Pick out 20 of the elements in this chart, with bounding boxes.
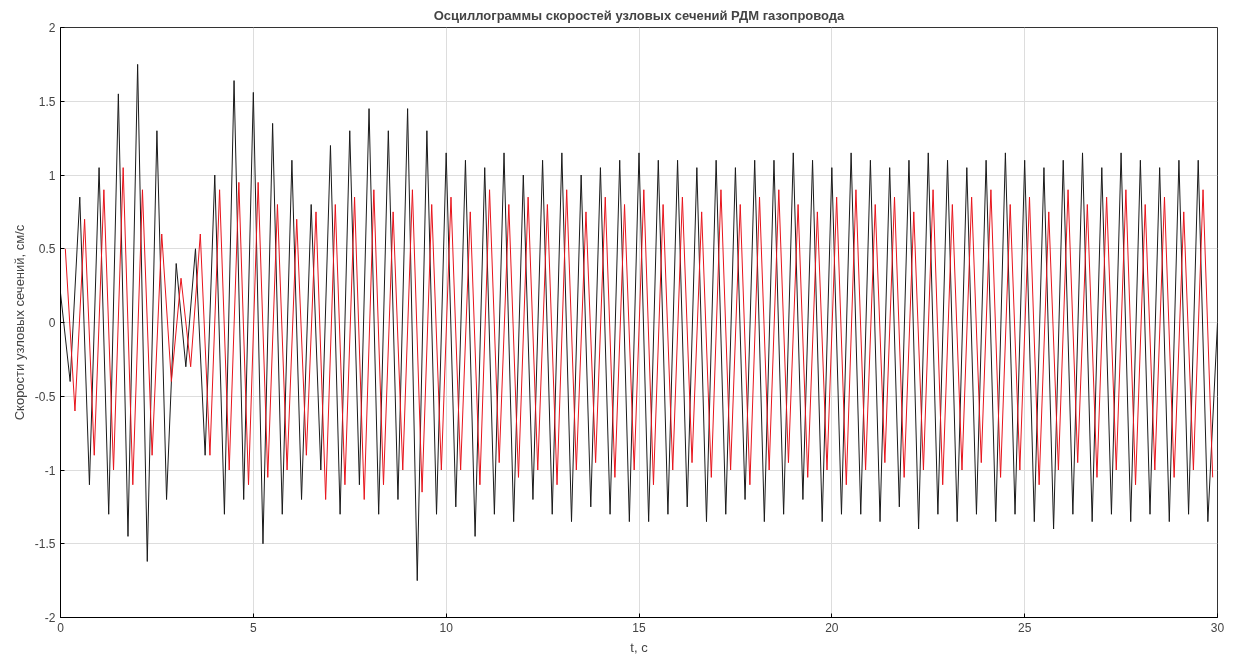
x-tick-label: 10 [439,620,454,635]
y-tick-label: 1 [48,168,56,183]
x-tick-label: 20 [825,620,839,635]
y-tick-label: -1.5 [34,537,56,552]
x-tick-label: 15 [632,620,646,635]
y-tick-label: -2 [44,611,56,625]
x-tick-label: 5 [250,620,257,635]
y-tick-label: 0 [48,316,56,330]
y-tick-label: -1 [44,463,56,478]
x-axis-title: t, c [630,639,649,655]
y-axis-title: Скорости узловых сечений, см/с [11,224,27,421]
line-series [60,63,1218,582]
y-tick-label: 2 [48,21,56,35]
chart-title: Осциллограммы скоростей узловых сечений РДМ газопровода [433,7,846,23]
y-tick-label: 1.5 [38,94,56,109]
y-tick-label: 0.5 [38,242,56,257]
x-tick-label: 30 [1210,620,1225,635]
y-tick-label: -0.5 [34,389,56,404]
x-tick-label: 25 [1017,620,1032,635]
line-series [64,167,1214,500]
